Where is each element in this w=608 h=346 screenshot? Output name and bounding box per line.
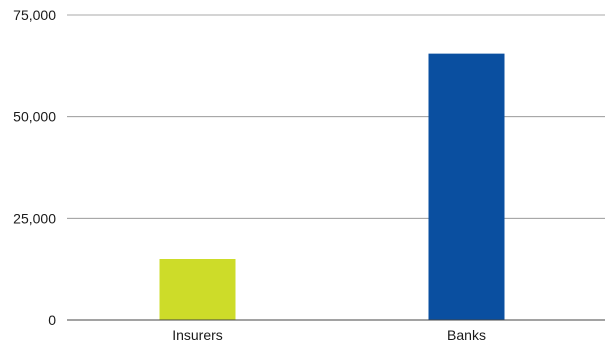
bar-banks (428, 53, 505, 321)
bars (67, 53, 605, 321)
bar-insurers (159, 259, 236, 320)
y-axis-tick-labels: 0 25,000 50,000 75,000 (13, 7, 56, 328)
x-category-label: Banks (447, 327, 486, 343)
y-tick-label: 50,000 (13, 109, 56, 125)
y-tick-label: 75,000 (13, 7, 56, 23)
x-axis-category-labels: Insurers Banks (172, 327, 486, 343)
y-tick-label: 25,000 (13, 210, 56, 226)
x-category-label: Insurers (172, 327, 223, 343)
y-tick-label: 0 (48, 312, 56, 328)
gridlines (67, 14, 605, 321)
